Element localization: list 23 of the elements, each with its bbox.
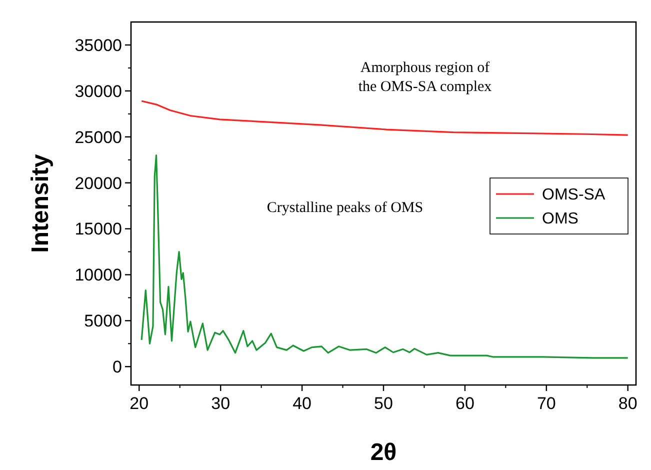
- y-tick-label: 0: [112, 358, 122, 377]
- line-series: [140, 154, 629, 359]
- annotation: Crystalline peaks of OMS: [266, 200, 424, 216]
- annotation: Amorphous region of the OMS-SA complex: [358, 60, 492, 95]
- x-axis-title: 2θ: [370, 439, 397, 466]
- x-tick-label: 50: [374, 394, 393, 413]
- legend-label: OMS: [542, 210, 578, 228]
- y-tick-label: 30000: [74, 82, 122, 101]
- x-tick-label: 30: [211, 394, 230, 413]
- y-tick-label: 5000: [84, 312, 122, 331]
- y-axis-title: Intensity: [27, 154, 54, 253]
- line-series: [140, 100, 629, 136]
- x-tick-label: 60: [455, 394, 474, 413]
- x-tick-label: 20: [130, 394, 149, 413]
- x-tick-label: 80: [618, 394, 638, 413]
- y-tick-label: 25000: [74, 128, 122, 147]
- y-tick-label: 20000: [74, 174, 122, 193]
- x-tick-label: 70: [536, 394, 556, 413]
- y-tick-label: 10000: [74, 266, 122, 285]
- legend-label: OMS-SA: [542, 186, 606, 204]
- x-tick-label: 40: [292, 394, 312, 413]
- y-tick-label: 15000: [74, 220, 122, 239]
- y-tick-label: 35000: [74, 36, 122, 55]
